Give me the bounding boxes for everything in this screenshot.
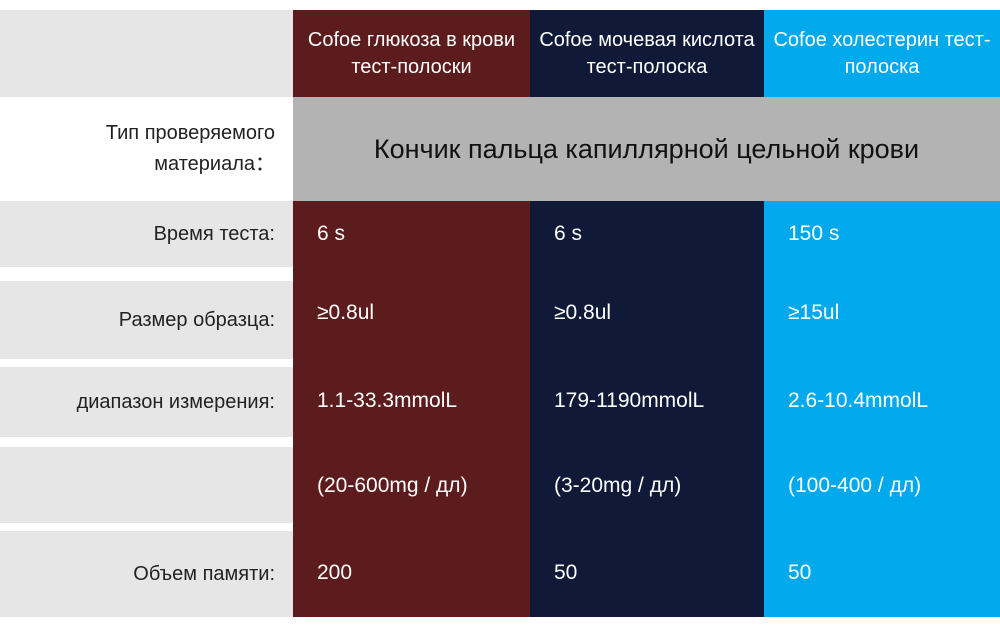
material-value: Кончик пальца капиллярной цельной крови bbox=[293, 97, 1000, 201]
row-label-test-time: Время теста: bbox=[0, 201, 293, 267]
row-label-sample-size: Размер образца: bbox=[0, 281, 293, 359]
cell-glucose-range-mg: (20-600mg / дл) bbox=[293, 443, 530, 529]
cell-glucose-range: 1.1-33.3mmolL bbox=[293, 359, 530, 443]
row-label-range: диапазон измерения: bbox=[0, 367, 293, 437]
material-label: Тип проверяемого материала： bbox=[0, 97, 293, 201]
cell-uric-memory: 50 bbox=[530, 529, 764, 617]
cell-uric-test-time: 6 s bbox=[530, 201, 764, 267]
row-label-range-mg bbox=[0, 447, 293, 523]
cell-glucose-sample-size: ≥0.8ul bbox=[293, 267, 530, 359]
cell-uric-range-mg: (3-20mg / дл) bbox=[530, 443, 764, 529]
cell-cholesterol-range-mg: (100-400 / дл) bbox=[764, 443, 1000, 529]
cell-glucose-memory: 200 bbox=[293, 529, 530, 617]
header-cholesterol: Cofoe холестерин тест-полоска bbox=[764, 10, 1000, 97]
header-corner bbox=[0, 10, 293, 97]
header-uric-acid: Cofoe мочевая кислота тест-полоска bbox=[530, 10, 764, 97]
cell-cholesterol-sample-size: ≥15ul bbox=[764, 267, 1000, 359]
cell-uric-sample-size: ≥0.8ul bbox=[530, 267, 764, 359]
cell-cholesterol-memory: 50 bbox=[764, 529, 1000, 617]
cell-cholesterol-range: 2.6-10.4mmolL bbox=[764, 359, 1000, 443]
cell-cholesterol-test-time: 150 s bbox=[764, 201, 1000, 267]
cell-uric-range: 179-1190mmolL bbox=[530, 359, 764, 443]
row-label-memory: Объем памяти: bbox=[0, 531, 293, 617]
cell-glucose-test-time: 6 s bbox=[293, 201, 530, 267]
header-glucose: Cofoe глюкоза в крови тест-полоски bbox=[293, 10, 530, 97]
